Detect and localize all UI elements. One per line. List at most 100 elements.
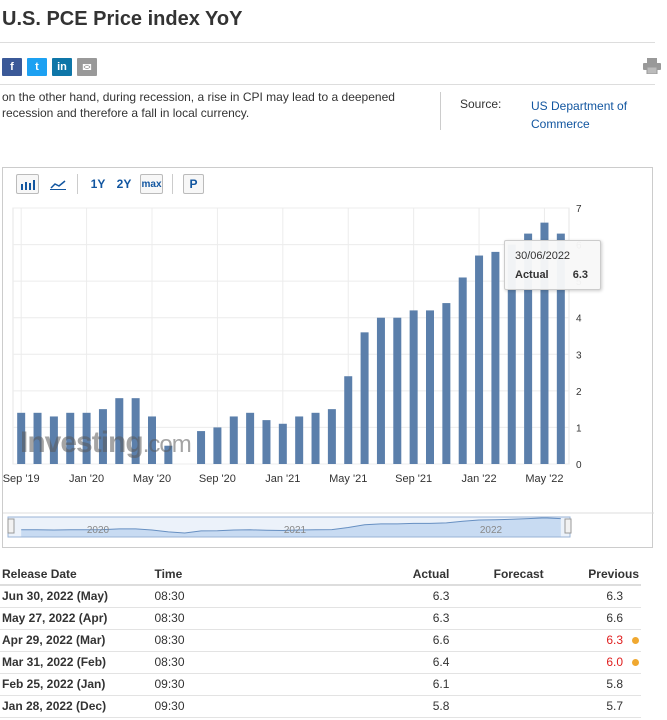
bar bbox=[376, 317, 385, 464]
line-chart-icon bbox=[49, 179, 66, 190]
y-tick-label: 7 bbox=[576, 204, 582, 215]
bar bbox=[229, 416, 238, 464]
bar bbox=[458, 277, 467, 464]
x-tick-label: May '20 bbox=[133, 473, 171, 485]
cell-release-date-value: Jan 28, 2022 (Dec) bbox=[2, 699, 107, 713]
cell-release-date-value: May 27, 2022 (Apr) bbox=[2, 611, 108, 625]
linkedin-share-icon[interactable]: in bbox=[52, 58, 72, 76]
table-row: Apr 29, 2022 (Mar) 08:30 6.6 6.3 bbox=[0, 629, 641, 652]
divider bbox=[0, 42, 655, 43]
bar bbox=[344, 376, 353, 464]
bar bbox=[540, 222, 549, 464]
bar-chart-button[interactable] bbox=[16, 174, 39, 194]
cell-actual: 6.3 bbox=[363, 607, 452, 630]
investing-watermark: Investing.com bbox=[20, 426, 192, 460]
print-icon[interactable] bbox=[643, 58, 661, 74]
toolbar-separator bbox=[77, 174, 78, 194]
x-tick-label: Jan '20 bbox=[69, 473, 104, 485]
bar bbox=[17, 412, 26, 464]
cell-actual: 6.1 bbox=[363, 673, 452, 696]
bar bbox=[409, 310, 418, 464]
navigator-handle-right bbox=[564, 518, 572, 534]
cell-previous: 6.6 bbox=[545, 607, 641, 630]
cell-previous: 6.3 bbox=[545, 629, 641, 652]
cell-previous-value: 6.3 bbox=[606, 589, 623, 604]
y-tick-label: 1 bbox=[576, 423, 582, 434]
cell-forecast bbox=[451, 695, 546, 718]
bar bbox=[131, 398, 140, 464]
watermark-main: Investing bbox=[20, 426, 144, 459]
navigator-year-label: 2021 bbox=[284, 525, 307, 536]
table-row: Mar 31, 2022 (Feb) 08:30 6.4 6.0 bbox=[0, 651, 641, 674]
pin-button[interactable]: P bbox=[183, 174, 204, 194]
email-share-icon[interactable]: ✉ bbox=[77, 58, 97, 76]
navigator-line bbox=[21, 517, 561, 534]
x-tick-label: Sep '21 bbox=[395, 473, 432, 485]
y-tick-label: 2 bbox=[576, 387, 582, 398]
table-header-row: Release Date Time Actual Forecast Previo… bbox=[0, 563, 641, 586]
x-tick-label: Jan '21 bbox=[265, 473, 300, 485]
page-title: U.S. PCE Price index YoY bbox=[2, 8, 243, 30]
chart-tooltip: 30/06/2022 Actual 6.3 bbox=[504, 240, 601, 290]
cell-forecast bbox=[451, 629, 546, 652]
cell-release-date-value: Feb 25, 2022 (Jan) bbox=[2, 677, 106, 691]
toolbar-separator bbox=[172, 174, 173, 194]
y-tick-label: 4 bbox=[576, 314, 582, 325]
header-time[interactable]: Time bbox=[152, 563, 364, 586]
cell-release-date-value: Apr 29, 2022 (Mar) bbox=[2, 633, 106, 647]
release-table: Release Date Time Actual Forecast Previo… bbox=[0, 563, 641, 718]
range-max-button[interactable]: max bbox=[140, 174, 163, 194]
navigator-handle-left bbox=[7, 518, 15, 534]
cell-actual: 6.3 bbox=[363, 585, 452, 608]
cell-release-date: Mar 31, 2022 (Feb) bbox=[0, 651, 153, 674]
line-chart-button[interactable] bbox=[46, 174, 69, 194]
facebook-share-icon[interactable]: f bbox=[2, 58, 22, 76]
y-tick-label: 3 bbox=[576, 350, 582, 361]
bar bbox=[311, 412, 320, 464]
bar bbox=[442, 303, 451, 464]
x-tick-label: Sep '20 bbox=[199, 473, 236, 485]
cell-time-value: 08:30 bbox=[154, 589, 185, 604]
bar bbox=[475, 255, 484, 464]
cell-time: 08:30 bbox=[152, 629, 364, 652]
header-forecast[interactable]: Forecast bbox=[451, 563, 546, 586]
cell-release-date: May 27, 2022 (Apr) bbox=[0, 607, 153, 630]
bar bbox=[278, 423, 287, 464]
divider bbox=[440, 92, 441, 130]
bar bbox=[491, 251, 500, 464]
cell-actual-value: 6.1 bbox=[432, 677, 450, 691]
cell-actual-value: 5.8 bbox=[432, 699, 450, 713]
source-link[interactable]: US Department of Commerce bbox=[531, 99, 628, 131]
navigator-area bbox=[21, 517, 561, 537]
twitter-share-icon[interactable]: t bbox=[27, 58, 47, 76]
cell-forecast bbox=[451, 585, 546, 608]
cell-release-date: Apr 29, 2022 (Mar) bbox=[0, 629, 153, 652]
header-actual[interactable]: Actual bbox=[363, 563, 452, 586]
range-2y-button[interactable]: 2Y bbox=[116, 177, 132, 191]
table-row: May 27, 2022 (Apr) 08:30 6.3 6.6 bbox=[0, 607, 641, 630]
divider bbox=[0, 84, 655, 85]
cell-previous-value: 6.3 bbox=[606, 633, 623, 647]
bar bbox=[507, 244, 516, 464]
cell-forecast bbox=[451, 607, 546, 630]
cell-release-date: Jan 28, 2022 (Dec) bbox=[0, 695, 153, 718]
bar bbox=[213, 427, 222, 464]
bar bbox=[115, 398, 124, 464]
cell-forecast bbox=[451, 651, 546, 674]
cell-time: 08:30 bbox=[152, 651, 364, 674]
bar bbox=[327, 409, 336, 464]
tooltip-date: 30/06/2022 bbox=[515, 250, 571, 262]
cell-actual-value: 6.4 bbox=[432, 655, 450, 669]
cell-previous: 5.7 bbox=[545, 695, 641, 718]
range-1y-button[interactable]: 1Y bbox=[90, 177, 106, 191]
table-row: Feb 25, 2022 (Jan) 09:30 6.1 5.8 bbox=[0, 673, 641, 696]
header-release-date[interactable]: Release Date bbox=[0, 563, 153, 586]
bar bbox=[262, 420, 271, 464]
header-previous[interactable]: Previous bbox=[545, 563, 641, 586]
table-row: Jun 30, 2022 (May) 08:30 6.3 6.3 bbox=[0, 585, 641, 608]
bar bbox=[82, 412, 91, 464]
cell-time-value: 09:30 bbox=[154, 699, 185, 713]
cell-release-date: Jun 30, 2022 (May) bbox=[0, 585, 153, 608]
